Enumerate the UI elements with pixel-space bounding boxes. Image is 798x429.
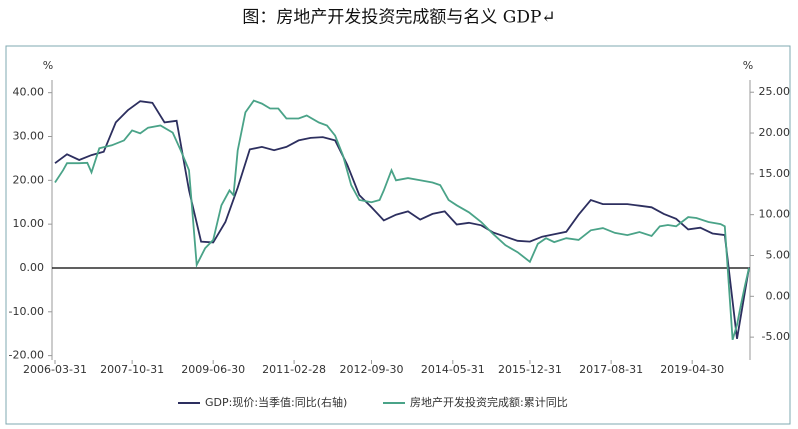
y2-tick-label: 10.00	[759, 208, 791, 221]
y2-tick-label: 5.00	[766, 248, 791, 261]
x-tick-label: 2009-06-30	[181, 363, 245, 376]
y-tick-label: 0.00	[20, 261, 45, 274]
y2-tick-label: -5.00	[762, 330, 790, 343]
legend-label: GDP:现价:当季值:同比(右轴)	[205, 395, 347, 409]
chart-frame	[5, 45, 791, 425]
y-tick-label: 10.00	[13, 217, 45, 230]
x-tick-label: 2017-08-31	[579, 363, 643, 376]
y-tick-label: -10.00	[9, 305, 44, 318]
y2-tick-label: 15.00	[759, 167, 791, 180]
y-tick-label: 20.00	[13, 173, 45, 186]
y2-unit: %	[743, 59, 753, 72]
y2-tick-label: 0.00	[766, 289, 791, 302]
y2-tick-label: 20.00	[759, 126, 791, 139]
x-tick-label: 2006-03-31	[23, 363, 87, 376]
x-tick-label: 2007-10-31	[100, 363, 164, 376]
series-line	[54, 99, 750, 341]
series-line	[54, 100, 750, 339]
y-tick-label: -20.00	[9, 349, 44, 362]
legend-label: 房地产开发投资完成额:累计同比	[410, 395, 568, 409]
x-tick-label: 2019-04-30	[660, 363, 724, 376]
y-tick-label: 40.00	[13, 86, 45, 99]
x-tick-label: 2014-05-31	[421, 363, 485, 376]
y2-tick-label: 25.00	[759, 85, 791, 98]
x-tick-label: 2011-02-28	[262, 363, 326, 376]
y-tick-label: 30.00	[13, 130, 45, 143]
chart-title: 图：房地产开发投资完成额与名义 GDP↵	[242, 8, 555, 28]
x-tick-label: 2015-12-31	[498, 363, 562, 376]
x-tick-label: 2012-09-30	[340, 363, 404, 376]
y-unit: %	[43, 59, 53, 72]
